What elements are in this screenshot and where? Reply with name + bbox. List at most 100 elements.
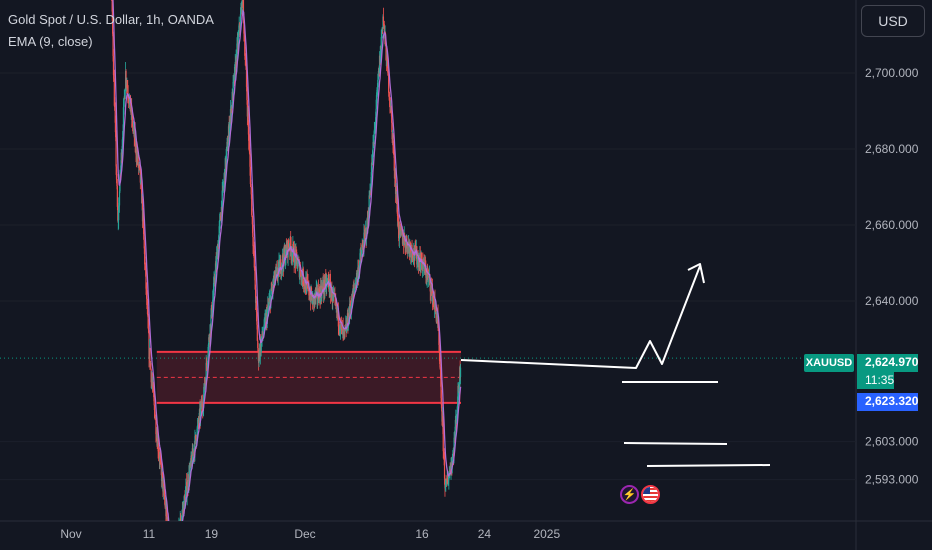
candle-body bbox=[116, 185, 118, 207]
candle-body bbox=[198, 423, 200, 425]
candle-body bbox=[333, 294, 335, 296]
candle-body bbox=[454, 430, 456, 440]
candle-body bbox=[447, 480, 450, 485]
candle-body bbox=[229, 128, 231, 137]
candle-body bbox=[244, 38, 246, 56]
candle-body bbox=[354, 287, 356, 289]
candle-body bbox=[441, 408, 443, 422]
candle-body bbox=[453, 437, 455, 457]
us-flag-icon[interactable] bbox=[641, 485, 660, 504]
candle-body bbox=[428, 275, 430, 277]
candle-body bbox=[114, 105, 116, 111]
candle-body bbox=[242, 0, 245, 15]
candle-body bbox=[426, 272, 428, 281]
candle-body bbox=[420, 261, 422, 270]
candle-body bbox=[115, 137, 117, 167]
candle-body bbox=[339, 330, 341, 332]
candle-body bbox=[378, 55, 381, 73]
indicator-legend[interactable]: EMA (9, close) bbox=[8, 34, 93, 49]
currency-button[interactable]: USD bbox=[861, 5, 925, 37]
x-tick-label: 2025 bbox=[533, 527, 560, 541]
candle-body bbox=[308, 295, 310, 297]
candle-body bbox=[241, 0, 243, 15]
candle-body bbox=[323, 279, 326, 292]
candle-body bbox=[292, 243, 294, 247]
x-tick-label: 11 bbox=[143, 527, 156, 541]
candle-body bbox=[185, 487, 187, 494]
candle-body bbox=[338, 326, 340, 328]
candle-body bbox=[387, 72, 389, 74]
candle-body bbox=[274, 270, 277, 279]
candle-body bbox=[375, 108, 377, 118]
candle-body bbox=[410, 253, 412, 258]
candle-body bbox=[222, 186, 225, 188]
candle-body bbox=[403, 243, 405, 246]
candle-body bbox=[368, 195, 370, 217]
candle-body bbox=[115, 122, 117, 138]
candle-body bbox=[144, 266, 147, 271]
candle-body bbox=[392, 134, 394, 146]
candle-body bbox=[126, 83, 128, 88]
candle-body bbox=[150, 369, 152, 383]
candle-body bbox=[339, 319, 342, 331]
candle-body bbox=[166, 506, 168, 518]
candle-body bbox=[395, 189, 398, 203]
candle-body bbox=[307, 280, 309, 282]
candle-body bbox=[392, 145, 394, 150]
candle-body bbox=[263, 319, 265, 332]
candle-body bbox=[284, 258, 287, 264]
candle-body bbox=[454, 420, 456, 431]
candle-body bbox=[250, 187, 252, 195]
candle-body bbox=[290, 237, 292, 247]
candle-body bbox=[223, 179, 225, 187]
candle-body bbox=[277, 261, 280, 270]
candle-body bbox=[456, 404, 459, 410]
candle-body bbox=[230, 106, 232, 120]
candle-body bbox=[359, 253, 361, 263]
candle-body bbox=[153, 391, 155, 398]
candle-body bbox=[153, 397, 155, 406]
candle-body bbox=[145, 270, 147, 289]
candle-body bbox=[160, 457, 162, 459]
x-tick-label: Dec bbox=[294, 527, 315, 541]
candle-body bbox=[434, 298, 436, 305]
candle-body bbox=[332, 291, 334, 296]
candle-body bbox=[349, 303, 351, 311]
candle-body bbox=[377, 76, 379, 80]
candle-body bbox=[125, 83, 128, 85]
candle-body bbox=[348, 313, 350, 326]
candle-body bbox=[372, 150, 374, 164]
symbol-legend[interactable]: Gold Spot / U.S. Dollar, 1h, OANDA bbox=[8, 12, 214, 27]
candle-body bbox=[139, 167, 141, 170]
candle-body bbox=[143, 239, 145, 249]
candle-body bbox=[385, 44, 387, 60]
candle-body bbox=[247, 112, 249, 127]
candle-body bbox=[440, 398, 443, 409]
candle-body bbox=[375, 95, 378, 109]
candle-body bbox=[204, 383, 206, 390]
candle-body bbox=[431, 284, 433, 304]
candle-body bbox=[383, 24, 385, 27]
candle-body bbox=[282, 255, 284, 262]
candle-body bbox=[355, 282, 357, 289]
candle-body bbox=[232, 81, 234, 101]
candle-body bbox=[459, 367, 462, 377]
candle-body bbox=[260, 341, 262, 353]
candle-body bbox=[452, 453, 454, 458]
candle-body bbox=[440, 378, 442, 399]
candle-body bbox=[458, 388, 460, 392]
candle-body bbox=[256, 312, 258, 325]
candle-body bbox=[257, 348, 259, 353]
candle-body bbox=[210, 314, 212, 331]
candle-body bbox=[379, 46, 381, 64]
candle-body bbox=[158, 453, 160, 456]
candle-body bbox=[411, 252, 414, 259]
candle-body bbox=[112, 33, 114, 57]
candle-body bbox=[258, 352, 260, 363]
candle-body bbox=[258, 358, 260, 363]
candle-body bbox=[198, 413, 200, 424]
lightning-icon[interactable]: ⚡ bbox=[620, 485, 639, 504]
candle-body bbox=[433, 298, 435, 304]
